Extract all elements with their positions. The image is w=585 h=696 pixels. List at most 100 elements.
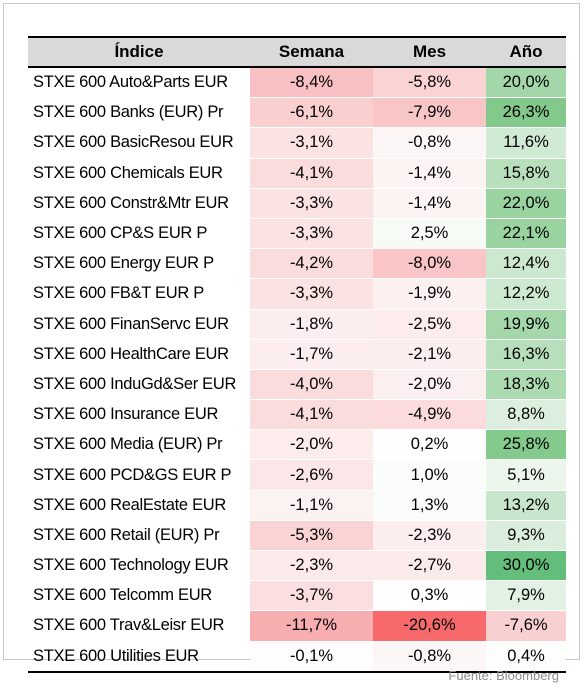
month-return-cell: -8,0% bbox=[373, 248, 486, 280]
month-return-cell: -1,9% bbox=[373, 278, 486, 310]
table-row: STXE 600 Banks (EUR) Pr -6,1% -7,9% 26,3% bbox=[28, 97, 566, 129]
month-return-cell: -2,7% bbox=[373, 550, 486, 582]
year-return-cell: 30,0% bbox=[486, 550, 566, 582]
week-return-cell: -6,1% bbox=[250, 97, 373, 129]
index-name-cell: STXE 600 Retail (EUR) Pr bbox=[28, 520, 250, 552]
year-return-cell: 22,1% bbox=[486, 218, 566, 250]
week-return-cell: -4,1% bbox=[250, 399, 373, 431]
week-return-cell: -2,0% bbox=[250, 429, 373, 461]
index-name-cell: STXE 600 Telcomm EUR bbox=[28, 580, 250, 612]
table-row: STXE 600 Utilities EUR -0,1% -0,8% 0,4% bbox=[28, 641, 566, 673]
year-return-cell: 18,3% bbox=[486, 369, 566, 401]
table-row: STXE 600 Energy EUR P -4,2% -8,0% 12,4% bbox=[28, 248, 566, 280]
table-row: STXE 600 Insurance EUR -4,1% -4,9% 8,8% bbox=[28, 399, 566, 431]
month-return-cell: 1,0% bbox=[373, 459, 486, 491]
week-return-cell: -5,3% bbox=[250, 520, 373, 552]
table-row: STXE 600 Retail (EUR) Pr -5,3% -2,3% 9,3% bbox=[28, 520, 566, 552]
week-return-cell: -8,4% bbox=[250, 67, 373, 99]
week-return-cell: -3,3% bbox=[250, 278, 373, 310]
week-return-cell: -2,3% bbox=[250, 550, 373, 582]
index-name-cell: STXE 600 Banks (EUR) Pr bbox=[28, 97, 250, 129]
month-return-cell: -4,9% bbox=[373, 399, 486, 431]
year-return-cell: 8,8% bbox=[486, 399, 566, 431]
month-return-cell: -2,3% bbox=[373, 520, 486, 552]
week-return-cell: -3,3% bbox=[250, 188, 373, 219]
year-return-cell: 22,0% bbox=[486, 188, 566, 219]
index-name-cell: STXE 600 BasicResou EUR bbox=[28, 127, 250, 159]
year-return-cell: 0,4% bbox=[486, 641, 566, 673]
table-row: STXE 600 InduGd&Ser EUR -4,0% -2,0% 18,3% bbox=[28, 369, 566, 401]
year-return-cell: 19,9% bbox=[486, 309, 566, 340]
table-row: STXE 600 Constr&Mtr EUR -3,3% -1,4% 22,0% bbox=[28, 188, 566, 219]
week-return-cell: -4,0% bbox=[250, 369, 373, 401]
month-return-cell: -0,8% bbox=[373, 641, 486, 673]
table-row: STXE 600 Media (EUR) Pr -2,0% 0,2% 25,8% bbox=[28, 429, 566, 461]
month-return-cell: 2,5% bbox=[373, 218, 486, 250]
month-return-cell: 0,2% bbox=[373, 429, 486, 461]
index-name-cell: STXE 600 Media (EUR) Pr bbox=[28, 429, 250, 461]
month-return-cell: -7,9% bbox=[373, 97, 486, 129]
table-row: STXE 600 Trav&Leisr EUR -11,7% -20,6% -7,6% bbox=[28, 610, 566, 642]
year-return-cell: -7,6% bbox=[486, 610, 566, 642]
index-name-cell: STXE 600 Utilities EUR bbox=[28, 641, 250, 673]
table-row: STXE 600 Telcomm EUR -3,7% 0,3% 7,9% bbox=[28, 580, 566, 612]
table-row: STXE 600 CP&S EUR P -3,3% 2,5% 22,1% bbox=[28, 218, 566, 250]
month-return-cell: -5,8% bbox=[373, 67, 486, 99]
year-return-cell: 13,2% bbox=[486, 490, 566, 521]
week-return-cell: -1,1% bbox=[250, 490, 373, 521]
index-name-cell: STXE 600 Auto&Parts EUR bbox=[28, 67, 250, 99]
table-row: STXE 600 BasicResou EUR -3,1% -0,8% 11,6% bbox=[28, 127, 566, 159]
month-return-cell: -2,0% bbox=[373, 369, 486, 401]
week-return-cell: -4,2% bbox=[250, 248, 373, 280]
table-row: STXE 600 PCD&GS EUR P -2,6% 1,0% 5,1% bbox=[28, 459, 566, 491]
index-name-cell: STXE 600 Constr&Mtr EUR bbox=[28, 188, 250, 219]
index-name-cell: STXE 600 PCD&GS EUR P bbox=[28, 459, 250, 491]
month-return-cell: -20,6% bbox=[373, 610, 486, 642]
year-return-cell: 15,8% bbox=[486, 158, 566, 189]
index-name-cell: STXE 600 InduGd&Ser EUR bbox=[28, 369, 250, 401]
header-index: Índice bbox=[28, 36, 250, 68]
index-name-cell: STXE 600 Insurance EUR bbox=[28, 399, 250, 431]
week-return-cell: -3,3% bbox=[250, 218, 373, 250]
month-return-cell: 0,3% bbox=[373, 580, 486, 612]
index-returns-table: Índice Semana Mes Año STXE 600 Auto&Part… bbox=[28, 36, 566, 673]
week-return-cell: -0,1% bbox=[250, 641, 373, 673]
index-name-cell: STXE 600 Trav&Leisr EUR bbox=[28, 610, 250, 642]
table-frame: Índice Semana Mes Año STXE 600 Auto&Part… bbox=[3, 3, 580, 673]
table-body: STXE 600 Auto&Parts EUR -8,4% -5,8% 20,0% ST… bbox=[28, 67, 566, 673]
header-month: Mes bbox=[373, 36, 486, 68]
year-return-cell: 20,0% bbox=[486, 67, 566, 99]
table-header: Índice Semana Mes Año bbox=[28, 36, 566, 68]
table-row: STXE 600 RealEstate EUR -1,1% 1,3% 13,2% bbox=[28, 490, 566, 521]
table-row: STXE 600 Technology EUR -2,3% -2,7% 30,0% bbox=[28, 550, 566, 582]
year-return-cell: 12,2% bbox=[486, 278, 566, 310]
table-row: STXE 600 HealthCare EUR -1,7% -2,1% 16,3% bbox=[28, 339, 566, 370]
month-return-cell: -2,5% bbox=[373, 309, 486, 340]
index-name-cell: STXE 600 Energy EUR P bbox=[28, 248, 250, 280]
month-return-cell: -0,8% bbox=[373, 127, 486, 159]
table-row: STXE 600 FinanServc EUR -1,8% -2,5% 19,9% bbox=[28, 309, 566, 340]
index-name-cell: STXE 600 Technology EUR bbox=[28, 550, 250, 582]
year-return-cell: 26,3% bbox=[486, 97, 566, 129]
year-return-cell: 5,1% bbox=[486, 459, 566, 491]
table-row: STXE 600 Auto&Parts EUR -8,4% -5,8% 20,0% bbox=[28, 67, 566, 99]
table-row: STXE 600 Chemicals EUR -4,1% -1,4% 15,8% bbox=[28, 158, 566, 189]
year-return-cell: 11,6% bbox=[486, 127, 566, 159]
header-year: Año bbox=[486, 36, 566, 68]
year-return-cell: 16,3% bbox=[486, 339, 566, 370]
source-note: Fuente: Bloomberg bbox=[448, 668, 559, 683]
month-return-cell: -2,1% bbox=[373, 339, 486, 370]
month-return-cell: -1,4% bbox=[373, 158, 486, 189]
week-return-cell: -1,7% bbox=[250, 339, 373, 370]
year-return-cell: 12,4% bbox=[486, 248, 566, 280]
index-name-cell: STXE 600 FB&T EUR P bbox=[28, 278, 250, 310]
week-return-cell: -3,7% bbox=[250, 580, 373, 612]
week-return-cell: -1,8% bbox=[250, 309, 373, 340]
index-name-cell: STXE 600 Chemicals EUR bbox=[28, 158, 250, 189]
index-name-cell: STXE 600 HealthCare EUR bbox=[28, 339, 250, 370]
week-return-cell: -3,1% bbox=[250, 127, 373, 159]
header-row: Índice Semana Mes Año bbox=[28, 36, 566, 68]
table-row: STXE 600 FB&T EUR P -3,3% -1,9% 12,2% bbox=[28, 278, 566, 310]
index-name-cell: STXE 600 CP&S EUR P bbox=[28, 218, 250, 250]
month-return-cell: -1,4% bbox=[373, 188, 486, 219]
